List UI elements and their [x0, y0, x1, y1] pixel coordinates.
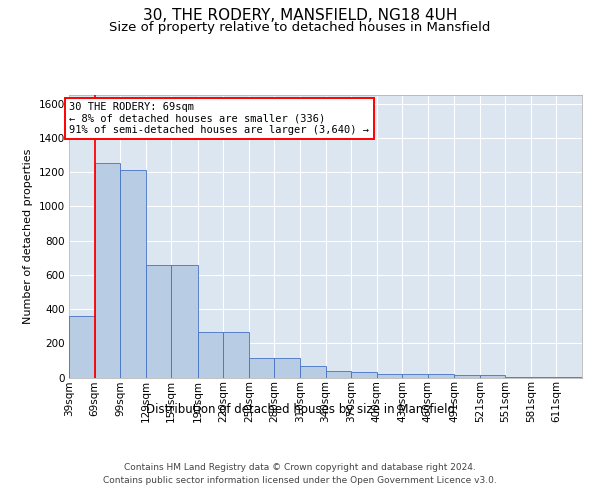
Bar	[300, 366, 325, 378]
Bar	[377, 374, 402, 378]
Bar	[197, 332, 223, 378]
Text: Size of property relative to detached houses in Mansfield: Size of property relative to detached ho…	[109, 21, 491, 34]
Y-axis label: Number of detached properties: Number of detached properties	[23, 148, 33, 324]
Bar	[325, 370, 351, 378]
Bar	[556, 376, 582, 378]
Text: Distribution of detached houses by size in Mansfield: Distribution of detached houses by size …	[146, 402, 455, 415]
Bar	[69, 316, 95, 378]
Bar	[249, 358, 274, 378]
Text: Contains public sector information licensed under the Open Government Licence v3: Contains public sector information licen…	[103, 476, 497, 485]
Bar	[531, 376, 556, 378]
Text: Contains HM Land Registry data © Crown copyright and database right 2024.: Contains HM Land Registry data © Crown c…	[124, 462, 476, 471]
Bar	[351, 372, 377, 378]
Bar	[146, 266, 171, 378]
Bar	[505, 376, 531, 378]
Text: 30 THE RODERY: 69sqm
← 8% of detached houses are smaller (336)
91% of semi-detac: 30 THE RODERY: 69sqm ← 8% of detached ho…	[70, 102, 370, 136]
Text: 30, THE RODERY, MANSFIELD, NG18 4UH: 30, THE RODERY, MANSFIELD, NG18 4UH	[143, 8, 457, 22]
Bar	[428, 374, 454, 378]
Bar	[120, 170, 146, 378]
Bar	[454, 375, 480, 378]
Bar	[223, 332, 249, 378]
Bar	[402, 374, 428, 378]
Bar	[95, 162, 120, 378]
Bar	[480, 375, 505, 378]
Bar	[171, 266, 197, 378]
Bar	[274, 358, 300, 378]
